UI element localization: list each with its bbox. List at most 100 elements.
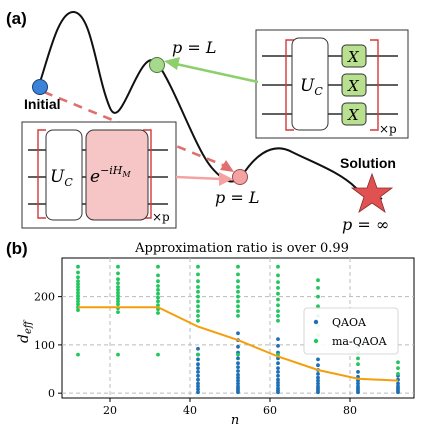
bracket-left — [37, 129, 46, 219]
x-tick-label: 60 — [263, 404, 277, 417]
point-qaoa — [236, 378, 240, 383]
x-gate-label: X — [347, 77, 360, 95]
point-qaoa — [196, 370, 200, 374]
point-ma-qaoa — [196, 289, 200, 294]
x-gate-box — [341, 44, 367, 68]
y-tick-label: 200 — [34, 291, 55, 304]
x-axis-label: n — [231, 413, 239, 426]
point-ma-qaoa — [116, 352, 120, 357]
point-ma-qaoa — [116, 285, 120, 289]
point-ma-qaoa — [196, 294, 200, 299]
bottom-node-p-label: p = L — [215, 188, 259, 207]
point-ma-qaoa — [76, 293, 80, 298]
top-arrow-head — [164, 57, 180, 70]
point-ma-qaoa — [356, 362, 360, 367]
x-tick-label: 80 — [343, 404, 357, 417]
unitary-uc-box — [45, 129, 83, 221]
point-ma-qaoa — [116, 296, 120, 301]
point-ma-qaoa — [76, 270, 80, 275]
point-qaoa — [276, 380, 280, 385]
point-ma-qaoa — [236, 264, 240, 269]
point-qaoa — [196, 373, 200, 378]
mixer-box — [85, 129, 149, 221]
point-qaoa — [196, 387, 200, 392]
point-qaoa — [396, 381, 400, 386]
point-ma-qaoa — [116, 281, 120, 285]
point-qaoa — [276, 366, 280, 370]
circuit-bottom: UC e−iHM ×p — [21, 121, 177, 229]
point-ma-qaoa — [156, 352, 160, 357]
point-ma-qaoa — [236, 314, 240, 318]
bottom-arrow — [175, 175, 223, 181]
panel-a: (a) Initial p = L p = L Solution p = ∞ — [6, 9, 409, 234]
point-ma-qaoa — [76, 308, 80, 312]
point-ma-qaoa — [76, 288, 80, 292]
legend-frame — [303, 307, 399, 355]
point-ma-qaoa — [396, 372, 400, 376]
point-ma-qaoa — [196, 279, 200, 284]
point-ma-qaoa — [76, 352, 80, 357]
mixer-label: e−iHM — [90, 164, 131, 187]
point-ma-qaoa — [156, 288, 160, 292]
point-ma-qaoa — [196, 285, 200, 289]
point-ma-qaoa — [276, 291, 280, 296]
point-ma-qaoa — [116, 302, 120, 307]
panel-b: (b) Approximation ratio is over 0.99 20 4… — [6, 239, 415, 426]
point-ma-qaoa — [156, 311, 160, 315]
repeat-label: ×p — [152, 210, 170, 224]
legend-label-ma-qaoa: ma-QAOA — [332, 335, 388, 348]
top-node-p-label: p = L — [172, 38, 216, 57]
point-ma-qaoa — [156, 264, 160, 269]
legend-marker-qaoa — [313, 319, 319, 325]
point-qaoa — [276, 377, 280, 382]
point-qaoa — [276, 344, 280, 348]
point-qaoa — [236, 361, 240, 366]
point-ma-qaoa — [116, 290, 120, 295]
point-qaoa — [196, 346, 200, 351]
unitary-uc-label: UC — [50, 167, 73, 189]
point-ma-qaoa — [276, 280, 280, 284]
unitary-uc-box — [291, 37, 329, 131]
point-ma-qaoa — [156, 295, 160, 300]
point-qaoa — [316, 378, 320, 383]
point-ma-qaoa — [196, 352, 200, 357]
point-qaoa — [196, 377, 200, 382]
solution-star-icon — [350, 172, 394, 214]
point-ma-qaoa — [236, 304, 240, 309]
y-tick-label: 100 — [34, 339, 55, 352]
bracket-right — [370, 39, 379, 131]
x-gate-label: X — [347, 48, 360, 66]
point-ma-qaoa — [196, 272, 200, 277]
point-ma-qaoa — [236, 309, 240, 313]
point-ma-qaoa — [76, 285, 80, 289]
point-qaoa — [356, 384, 360, 389]
point-qaoa — [316, 384, 320, 389]
point-ma-qaoa — [156, 284, 160, 288]
point-ma-qaoa — [276, 309, 280, 313]
point-ma-qaoa — [116, 293, 120, 298]
y-axis-label: deff — [16, 319, 34, 343]
point-qaoa — [356, 370, 360, 374]
point-ma-qaoa — [76, 282, 80, 286]
point-ma-qaoa — [156, 299, 160, 304]
point-ma-qaoa — [116, 288, 120, 292]
point-ma-qaoa — [76, 296, 80, 301]
point-ma-qaoa — [76, 299, 80, 304]
point-qaoa — [236, 331, 240, 336]
point-ma-qaoa — [116, 277, 120, 282]
circuit-top: UC X X X ×p — [255, 29, 409, 139]
point-qaoa — [276, 361, 280, 366]
unitary-uc-label: UC — [300, 76, 323, 98]
solution-label: Solution — [340, 155, 396, 171]
point-ma-qaoa — [396, 366, 400, 370]
point-qaoa — [316, 375, 320, 380]
point-ma-qaoa — [276, 303, 280, 308]
point-qaoa — [276, 383, 280, 388]
x-gate-label: X — [347, 106, 360, 124]
point-qaoa — [196, 366, 200, 370]
chart-title: Approximation ratio is over 0.99 — [134, 241, 349, 256]
point-ma-qaoa — [276, 273, 280, 278]
point-qaoa — [236, 372, 240, 377]
axis-layer: 20 40 60 80 0 100 200 — [34, 291, 357, 417]
point-ma-qaoa — [396, 360, 400, 365]
